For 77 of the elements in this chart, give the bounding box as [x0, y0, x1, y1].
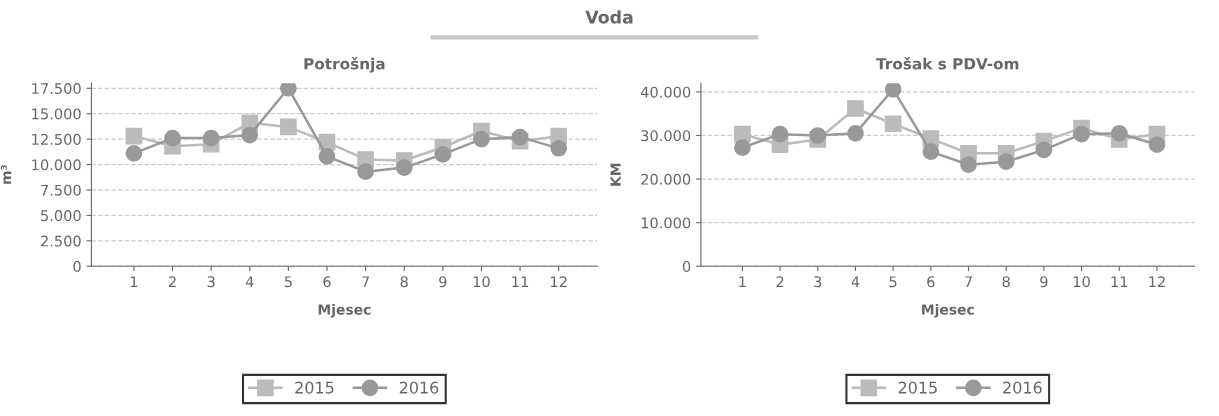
x-axis-title: Mjesec	[922, 303, 974, 318]
x-tick-label: 6	[323, 276, 331, 288]
point	[357, 163, 374, 181]
point	[511, 128, 529, 146]
point	[125, 145, 143, 162]
point	[922, 143, 940, 160]
x-tick-label: 5	[284, 276, 292, 288]
point	[473, 130, 490, 148]
y-tick-label: 10.000	[32, 159, 81, 171]
chart-title: Trošak s PDV-om	[876, 57, 1019, 70]
point	[1073, 125, 1090, 143]
point	[960, 156, 977, 174]
x-tick-label: 7	[362, 276, 369, 288]
point	[202, 129, 220, 147]
y-tick-label: 7.500	[41, 184, 81, 196]
x-tick-label: 8	[400, 276, 408, 288]
point	[1035, 141, 1053, 159]
y-tick-label: 5.000	[41, 210, 81, 222]
point	[884, 115, 902, 133]
chart-title: Potrošnja	[304, 57, 385, 73]
x-tick-label: 10	[1073, 276, 1090, 288]
point	[434, 146, 452, 163]
y-tick-label: 17.500	[32, 83, 81, 95]
y-tick-label: 15.000	[32, 108, 81, 120]
x-tick-label: 9	[439, 276, 447, 288]
point	[280, 83, 297, 97]
x-tick-label: 7	[965, 276, 972, 288]
x-tick-label: 3	[207, 276, 215, 288]
x-tick-label: 4	[245, 276, 254, 288]
y-tick-label: 40.000	[640, 86, 691, 98]
y-axis-title: KM	[610, 163, 621, 186]
legend-label: 2016	[399, 381, 439, 394]
point	[164, 129, 181, 147]
legend-label: 2015	[898, 381, 937, 394]
x-tick-label: 12	[1149, 276, 1165, 288]
point	[847, 100, 864, 117]
y-tick-label: 20.000	[641, 173, 691, 185]
point	[280, 118, 297, 136]
x-tick-label: 2	[776, 276, 784, 288]
x-tick-label: 3	[814, 276, 822, 288]
x-tick-label: 11	[1111, 276, 1128, 288]
point	[734, 139, 751, 157]
x-tick-label: 1	[130, 276, 138, 288]
y-tick-label: 2.500	[41, 235, 81, 247]
x-tick-label: 4	[851, 276, 860, 288]
point	[125, 127, 143, 145]
point	[318, 148, 336, 165]
x-tick-label: 8	[1002, 276, 1010, 288]
legend-label: 2015	[295, 381, 334, 394]
point	[395, 159, 413, 176]
point	[1148, 136, 1166, 153]
point	[809, 127, 827, 144]
x-tick-label: 5	[889, 276, 897, 288]
x-axis-title: Mjesec	[318, 303, 371, 318]
point	[550, 139, 568, 157]
point	[997, 153, 1015, 170]
point	[734, 125, 751, 143]
x-tick-label: 11	[512, 276, 529, 288]
y-tick-label: 10.000	[641, 217, 691, 229]
text: Voda	[585, 10, 633, 24]
point	[847, 124, 864, 142]
y-axis-title: m³	[0, 165, 12, 184]
y-tick-label: 0	[682, 260, 691, 272]
x-tick-label: 6	[927, 276, 935, 288]
x-tick-label: 2	[168, 276, 176, 288]
point	[771, 125, 789, 143]
y-tick-label: 30.000	[641, 130, 691, 142]
x-tick-label: 10	[473, 276, 490, 288]
x-tick-label: 9	[1040, 276, 1048, 288]
point	[241, 126, 259, 144]
x-tick-label: 12	[551, 276, 567, 288]
y-tick-label: 12.500	[32, 133, 81, 145]
point	[884, 83, 902, 98]
point	[1110, 124, 1128, 142]
y-tick-label: 0	[73, 260, 81, 272]
x-tick-label: 1	[739, 276, 746, 288]
legend-label: 2016	[1003, 381, 1042, 394]
